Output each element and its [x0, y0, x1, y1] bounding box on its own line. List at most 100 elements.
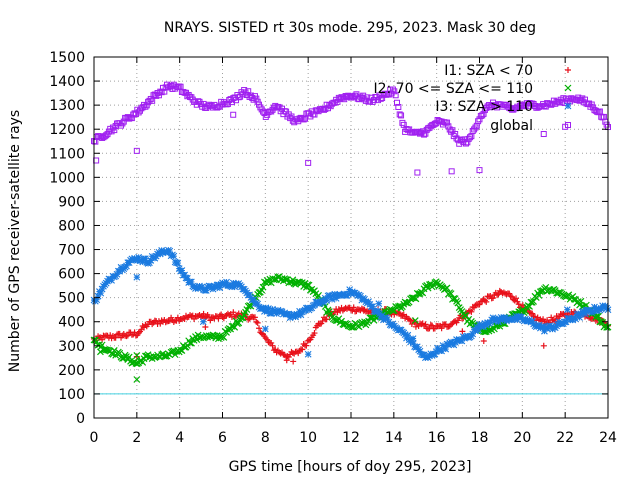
outlier-I3 [375, 300, 383, 308]
point-I1 [507, 293, 514, 300]
point-global [149, 97, 156, 104]
y-tick-label: 600 [58, 267, 85, 283]
point-I2 [526, 303, 533, 310]
point-I3 [304, 304, 312, 312]
point-I3 [431, 350, 439, 358]
outlier-I1 [459, 328, 466, 335]
point-global [389, 86, 396, 93]
point-global [444, 119, 451, 126]
point-I3 [562, 318, 570, 326]
legend-marker-global [565, 122, 571, 128]
point-I3 [474, 326, 482, 334]
point-I1 [343, 305, 350, 312]
outlier-I3 [261, 325, 269, 333]
point-I1 [450, 318, 457, 325]
point-I3 [554, 320, 562, 328]
y-tick-label: 1200 [49, 122, 85, 138]
point-I3 [188, 278, 195, 286]
outlier-global [414, 169, 421, 176]
point-I3 [365, 298, 372, 306]
point-I3 [601, 302, 609, 310]
point-I1 [529, 310, 536, 317]
point-I1 [281, 352, 288, 359]
point-I3 [273, 310, 280, 318]
legend-label-global: global [490, 118, 533, 134]
outlier-global [133, 147, 140, 154]
point-I1 [268, 339, 275, 346]
x-tick-label: 20 [513, 430, 531, 446]
point-I3 [156, 250, 164, 258]
point-I3 [439, 342, 447, 349]
point-I1 [480, 296, 487, 303]
y-tick-label: 700 [58, 243, 85, 259]
point-I3 [297, 311, 305, 319]
point-I3 [409, 339, 417, 347]
point-I3 [139, 258, 147, 266]
point-I1 [513, 295, 520, 302]
point-I3 [407, 338, 414, 346]
point-I3 [482, 321, 490, 329]
point-I3 [116, 267, 124, 275]
point-I1 [448, 321, 455, 328]
point-I2 [424, 284, 432, 292]
y-tick-label: 1100 [49, 146, 85, 162]
point-I3 [450, 341, 458, 349]
point-I1 [245, 316, 252, 323]
point-I3 [108, 276, 115, 284]
y-tick-label: 1000 [49, 170, 85, 186]
point-I3 [385, 318, 393, 326]
point-I1 [219, 313, 226, 320]
point-I3 [572, 315, 579, 323]
point-I1 [162, 319, 169, 326]
outlier-I1 [480, 337, 487, 344]
point-I3 [221, 281, 229, 289]
y-tick-label: 300 [58, 339, 85, 355]
point-I1 [200, 310, 207, 317]
outlier-I3 [199, 318, 207, 326]
x-axis-label: GPS time [hours of doy 295, 2023] [229, 459, 472, 475]
point-I3 [404, 331, 412, 339]
point-I3 [194, 285, 202, 293]
y-tick-label: 1400 [49, 74, 85, 90]
point-I2 [443, 284, 451, 292]
point-global [472, 124, 479, 131]
point-I3 [246, 291, 253, 299]
point-global [395, 103, 402, 110]
point-I1 [216, 312, 223, 319]
outlier-I3 [409, 335, 417, 342]
point-I1 [467, 307, 474, 314]
outlier-global [230, 111, 237, 118]
point-I2 [577, 297, 585, 305]
point-I3 [174, 259, 182, 267]
point-I1 [515, 301, 522, 308]
point-I3 [518, 313, 525, 321]
y-tick-label: 900 [58, 194, 85, 210]
point-I2 [220, 334, 228, 341]
point-I1 [510, 296, 517, 303]
point-I1 [438, 325, 445, 332]
point-I3 [254, 300, 262, 308]
point-I3 [472, 327, 479, 335]
point-I1 [254, 319, 261, 326]
point-I3 [535, 321, 543, 329]
point-I3 [501, 314, 509, 322]
point-I3 [104, 277, 111, 285]
point-I3 [181, 271, 189, 279]
point-I3 [93, 296, 101, 304]
point-I3 [442, 345, 450, 353]
x-tick-label: 10 [299, 430, 317, 446]
point-I1 [304, 337, 311, 344]
point-I1 [490, 295, 497, 302]
point-I2 [408, 294, 416, 302]
point-I3 [503, 317, 510, 325]
point-global [111, 127, 118, 134]
point-I2 [160, 352, 168, 360]
point-I3 [580, 307, 588, 315]
point-I1 [258, 330, 265, 337]
point-I2 [603, 323, 611, 331]
point-I1 [406, 316, 413, 323]
point-I3 [262, 304, 270, 312]
point-I3 [166, 247, 174, 255]
point-I3 [117, 263, 125, 271]
point-I1 [468, 308, 475, 315]
